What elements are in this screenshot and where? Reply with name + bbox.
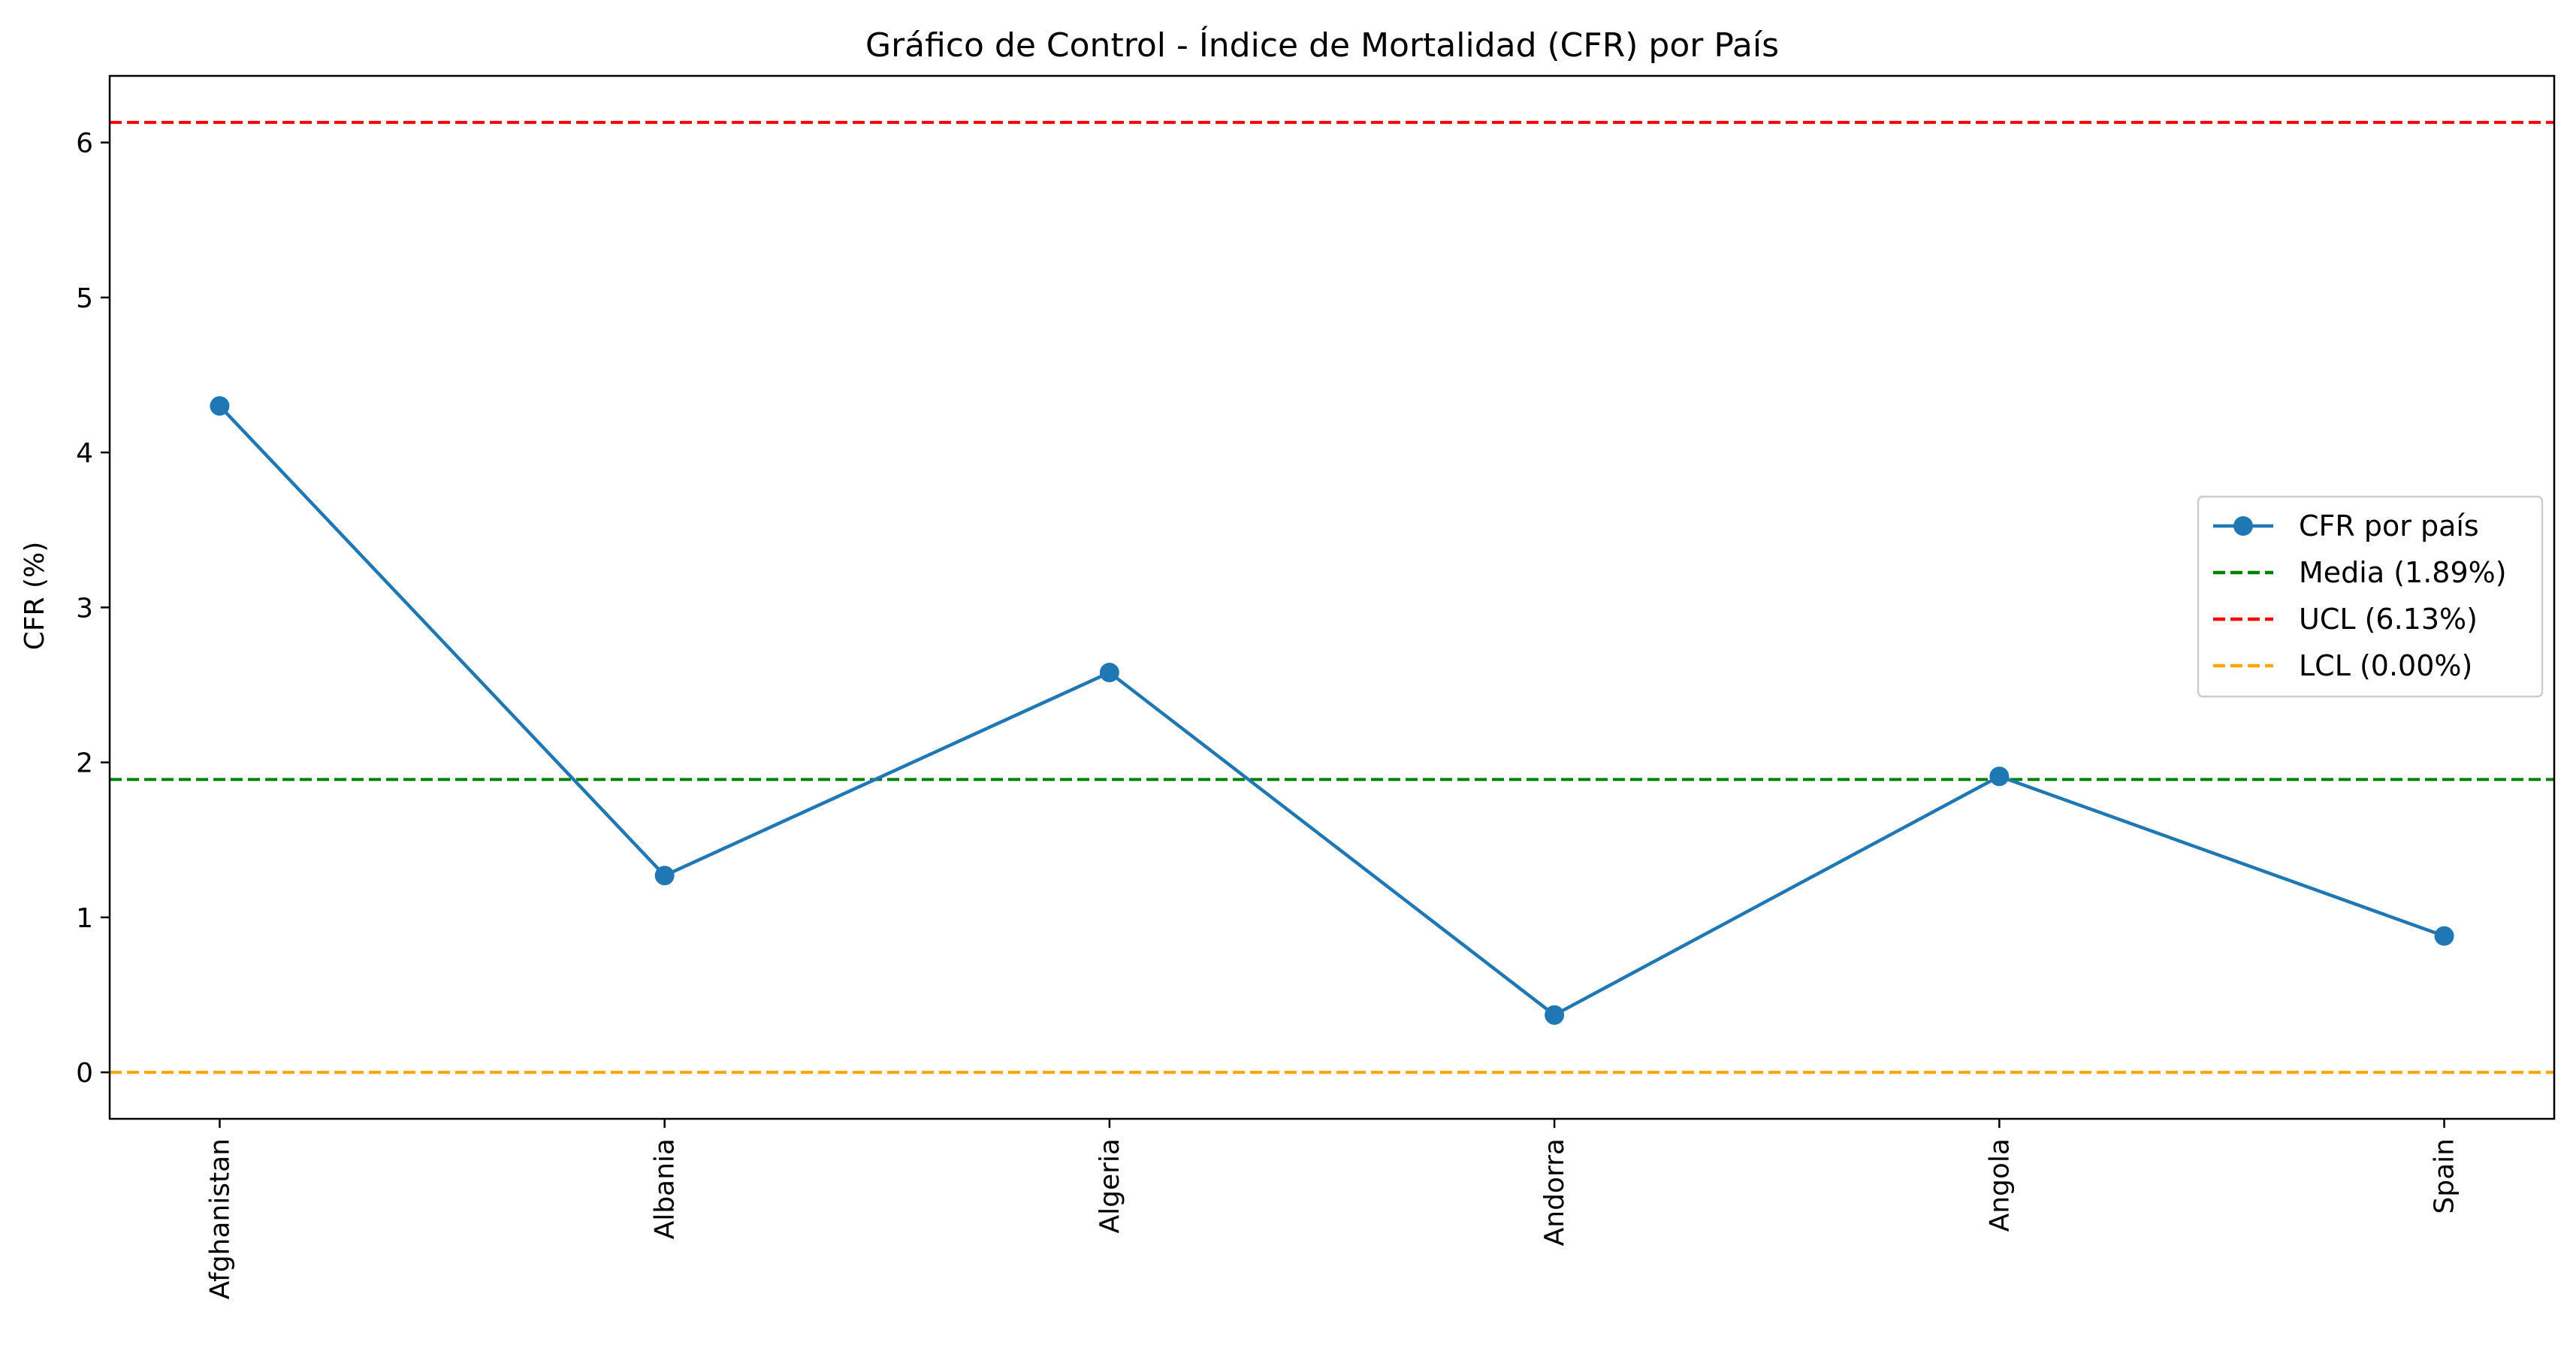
y-tick-label-1: 1 [76,903,93,934]
legend-box [2197,495,2544,698]
x-tick-label-angola: Angola [1984,1138,2015,1232]
legend-label-3: UCL (6.13%) [2299,603,2478,636]
x-tick-label-andorra: Andorra [1539,1138,1570,1246]
y-axis-label: CFR (%) [20,542,50,651]
x-tick-label-albania: Albania [650,1138,681,1239]
y-tick-label-5: 5 [76,283,93,314]
chart-title: Gráfico de Control - Índice de Mortalida… [865,25,1779,65]
data-point-andorra [1545,1005,1565,1025]
y-tick-label-0: 0 [76,1058,93,1089]
x-tick-label-afghanistan: Afghanistan [204,1138,235,1299]
data-point-albania [654,866,675,886]
data-point-algeria [1099,663,1119,683]
plot-frame [108,74,2556,1120]
y-tick-label-4: 4 [76,438,93,469]
series-line [218,404,2445,1017]
y-tick-label-2: 2 [76,748,93,779]
data-point-angola [1989,766,2010,787]
legend-label-4: LCL (0.00%) [2299,649,2472,682]
y-tick-label-6: 6 [76,128,93,159]
data-point-afghanistan [210,396,230,416]
legend-label-1: CFR por país [2299,509,2479,543]
legend-label-2: Media (1.89%) [2299,556,2507,589]
data-point-spain [2434,926,2454,946]
x-tick-label-spain: Spain [2430,1138,2460,1214]
legend-marker-1 [2233,516,2253,536]
x-tick-label-algeria: Algeria [1095,1138,1125,1234]
y-tick-label-3: 3 [76,593,93,624]
